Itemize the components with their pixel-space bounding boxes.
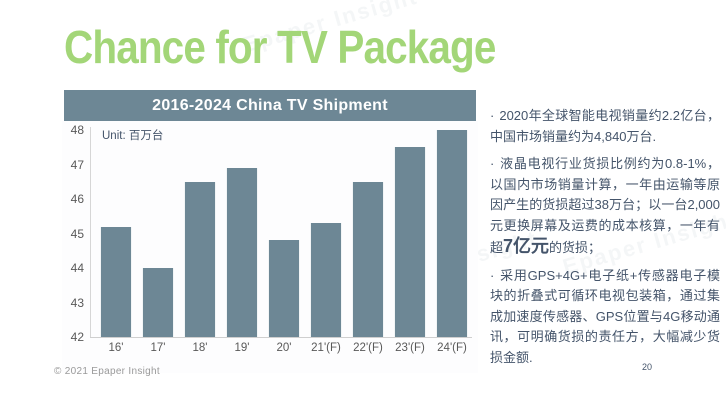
page-title: Chance for TV Package [64, 21, 496, 73]
footer-copyright: © 2021 Epaper Insight [54, 366, 160, 377]
x-axis-line [90, 337, 472, 338]
bar-16' [100, 226, 132, 337]
bullet-marker: · [490, 267, 495, 283]
bar-22'(F) [352, 181, 384, 337]
unit-label: Unit: 百万台 [102, 130, 164, 142]
x-tick: 18' [184, 342, 216, 358]
y-tick-label: 48 [70, 123, 84, 137]
x-axis: 16' 17' 18' 19' 20' 21'(F) 22'(F) 23'(F) 24'(F) [98, 342, 470, 358]
bullet-text: 液晶电视行业货损比例约为0.8-1%，以国内市场销量计算，一年由运输等原因产生的… [490, 156, 720, 255]
x-tick: 17' [142, 342, 174, 358]
bullet-marker: · [490, 156, 495, 171]
x-tick-label: 22'(F) [353, 342, 383, 354]
bar-17' [142, 268, 174, 337]
bullet-item: · 采用GPS+4G+电子纸+传感器电子模块的折叠式可循环电视包装箱，通过集成加速… [490, 266, 720, 369]
y-tick-label: 45 [70, 226, 84, 241]
bar-20' [268, 240, 300, 337]
x-tick-label: 23'(F) [395, 342, 425, 354]
bar-23'(F) [394, 147, 426, 337]
y-tick-label: 43 [70, 295, 84, 310]
y-tick-label: 42 [70, 330, 84, 344]
x-tick-label: 18' [192, 342, 208, 354]
bars-row [98, 130, 470, 337]
x-tick: 21'(F) [310, 342, 342, 358]
x-tick-label: 21'(F) [311, 342, 341, 354]
y-tick-label: 46 [70, 192, 84, 206]
bullet-text: 2020年全球智能电视销量约2.2亿台，中国市场销量约为4,840万台. [490, 108, 720, 144]
bullet-item: · 2020年全球智能电视销量约2.2亿台，中国市场销量约为4,840万台. [490, 106, 720, 147]
x-tick-label: 16' [108, 342, 124, 354]
chart-title: 2016-2024 China TV Shipment [64, 90, 476, 121]
bar-19' [226, 167, 258, 337]
plot-area: 48 47 46 45 44 43 42 Unit: 百万台 16' 17' 18' 19' 20'… [62, 121, 478, 373]
y-tick-label: 44 [70, 261, 84, 275]
x-tick: 23'(F) [394, 342, 426, 358]
x-tick-label: 20' [276, 342, 292, 354]
y-axis-line [90, 127, 91, 338]
x-tick: 20' [268, 342, 300, 358]
bullet-marker: · [490, 108, 495, 123]
bullet-item: · 液晶电视行业货损比例约为0.8-1%，以国内市场销量计算，一年由运输等原因产生… [490, 154, 720, 259]
bullet-list: · 2020年全球智能电视销量约2.2亿台，中国市场销量约为4,840万台. · 液晶… [490, 106, 720, 375]
x-tick: 22'(F) [352, 342, 384, 358]
y-tick-label: 47 [70, 157, 84, 172]
y-axis: 48 47 46 45 44 43 42 [62, 121, 84, 373]
x-tick: 19' [226, 342, 258, 358]
x-tick-label: 24'(F) [437, 342, 467, 354]
bullet-text: 的货损； [549, 240, 602, 255]
bar-24'(F) [436, 130, 468, 337]
bullet-text: 采用GPS+4G+电子纸+传感器电子模块的折叠式可循环电视包装箱，通过集成加速度… [490, 267, 720, 365]
bar-18' [184, 181, 216, 337]
page-number: 20 [642, 362, 653, 372]
x-tick-label: 19' [234, 342, 250, 354]
bullet-text-emphasis: 7亿元 [503, 236, 550, 256]
bar-21'(F) [310, 223, 342, 337]
x-tick-label: 17' [150, 342, 166, 354]
x-tick: 24'(F) [436, 342, 468, 358]
x-tick: 16' [100, 342, 132, 358]
